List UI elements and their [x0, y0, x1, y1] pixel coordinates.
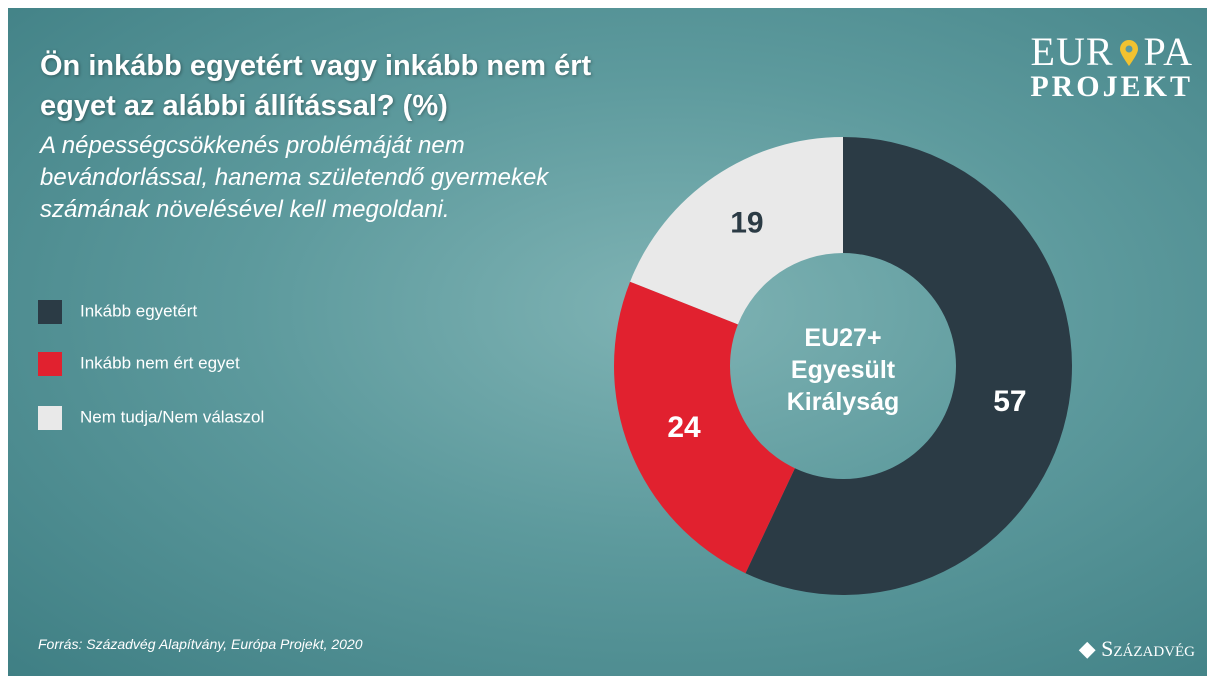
logo-text: PROJEKT [1030, 70, 1193, 103]
center-label: EU27+ [804, 324, 881, 352]
brand-text: Századvég [1101, 636, 1195, 661]
legend-label: Inkább egyetért [80, 301, 197, 320]
chart: Inkább egyetért Inkább nem ért egyet Nem t… [38, 137, 1072, 595]
logo: EUR PA PROJEKT [1030, 32, 1193, 102]
donut-slice [745, 137, 1072, 595]
chart-title: Ön inkább egyetért vagy inkább nem ért e… [40, 50, 592, 122]
legend-swatch [38, 300, 62, 324]
slice-label: 57 [993, 385, 1026, 418]
slice-label: 19 [730, 206, 763, 239]
logo-text: EUR [1030, 29, 1114, 74]
logo-pin [1119, 40, 1138, 66]
source-note: Forrás: Századvég Alapítvány, Európa Pro… [38, 636, 363, 652]
legend-swatch [38, 406, 62, 430]
chart-subtitle: A népességcsökkenés problémáját nem bevá… [40, 132, 549, 223]
infographic: Inkább egyetért Inkább nem ért egyet Nem t… [8, 8, 1207, 676]
legend-label: Inkább nem ért egyet [80, 353, 240, 372]
logo-text: PA [1143, 29, 1193, 74]
donut-slice [630, 137, 843, 325]
donut-slice [614, 281, 795, 574]
legend-swatch [38, 352, 62, 376]
legend-label: Nem tudja/Nem válaszol [80, 407, 264, 426]
center-label: Királyság [787, 388, 900, 416]
brand: ◆ Századvég [1078, 636, 1195, 661]
slice-label: 24 [667, 411, 701, 444]
center-label: Egyesült [791, 356, 896, 384]
